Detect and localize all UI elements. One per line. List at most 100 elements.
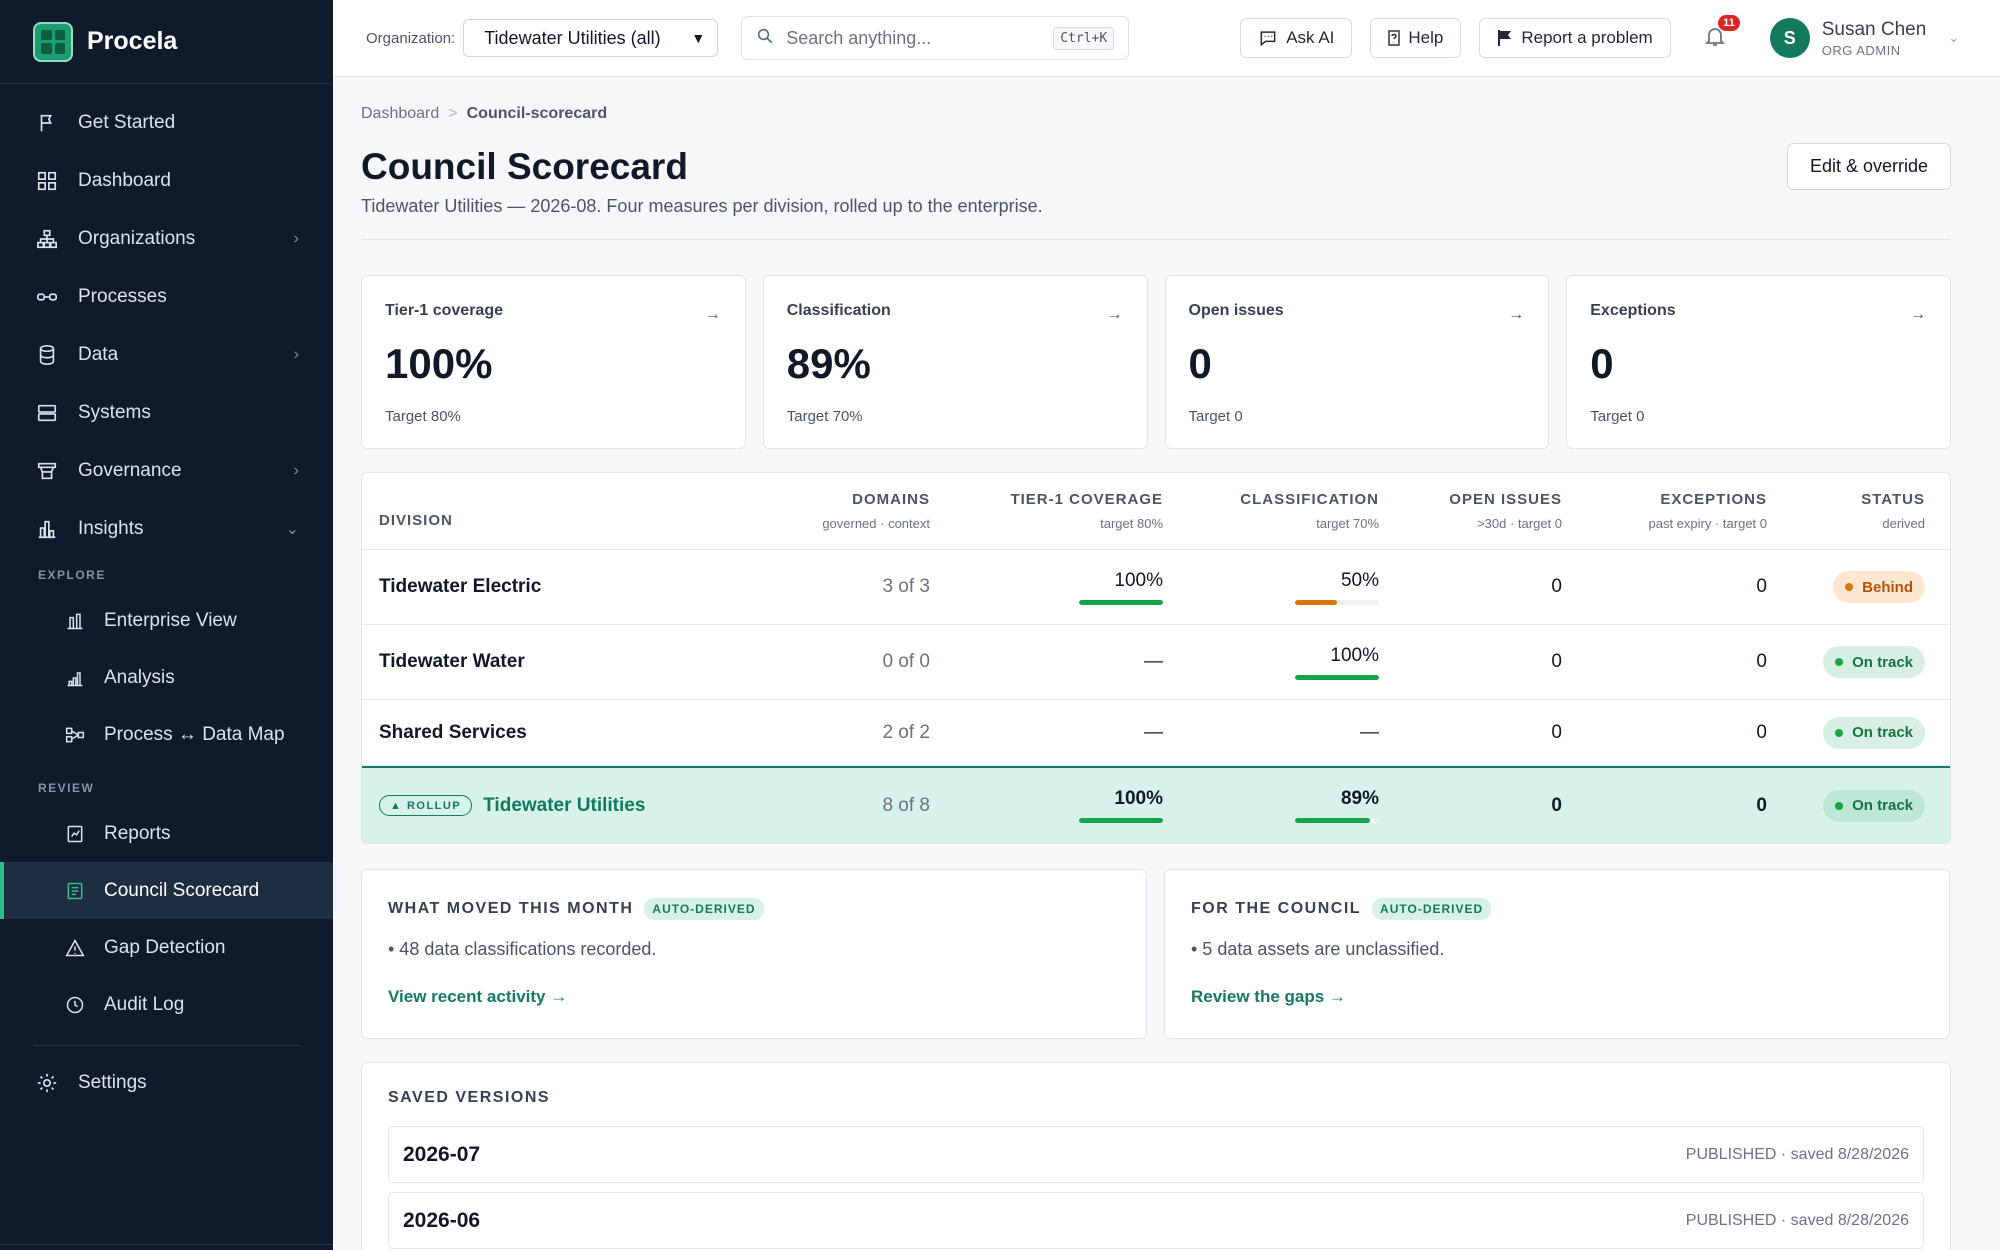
card-text: • 48 data classifications recorded. [388,939,657,959]
sidebar-item-settings[interactable]: Settings [0,1054,333,1112]
kpi-target: Target 80% [385,408,461,425]
kpi-value: 0 [1188,340,1212,387]
auto-derived-badge: AUTO-DERIVED [644,898,764,920]
arrow-right-icon: → [1910,306,1926,323]
status-dot [1845,583,1854,591]
sidebar-item-process-data-map[interactable]: Process ↔ Data Map [0,706,333,763]
sidebar-item-insights[interactable]: Insights ⌄ [0,500,333,558]
warning-icon [64,937,86,959]
kpi-target: Target 70% [786,408,863,425]
breadcrumb: Dashboard > Council-scorecard [361,105,1951,123]
breadcrumb-dashboard[interactable]: Dashboard [361,105,440,122]
brand[interactable]: Procela [0,0,333,84]
breadcrumb-separator: > [448,105,458,122]
help-button[interactable]: Help [1370,18,1462,58]
status-badge: Behind [1833,571,1925,603]
column-header-open-issues[interactable]: OPEN ISSUES >30d · target 0 [1379,473,1562,549]
sidebar-item-dashboard[interactable]: Dashboard [0,152,333,210]
sidebar-item-organizations[interactable]: Organizations › [0,210,333,268]
sidebar-item-get-started[interactable]: Get Started [0,94,333,152]
rollup-row[interactable]: ▲ ROLLUP Tidewater Utilities 8 of 8 100%… [362,766,1950,843]
report-problem-label: Report a problem [1521,28,1653,47]
status-label: On track [1852,724,1913,741]
tier1-value: — [1144,721,1163,743]
version-row[interactable]: 2026-06 PUBLISHED · saved 8/28/2026 [388,1192,1924,1249]
table-row[interactable]: Tidewater Electric 3 of 3 100% 50% 0 0 B… [362,550,1950,625]
arrow-right-icon: → [1508,306,1525,323]
open-issues-cell: 0 [1551,576,1562,597]
review-gaps-link[interactable]: Review the gaps → [1191,987,1346,1006]
sidebar-item-analysis[interactable]: Analysis [0,649,333,706]
kpi-target: Target 0 [1188,408,1243,425]
notifications-button[interactable]: 11 [1700,15,1740,53]
column-header-domains[interactable]: DOMAINS governed · context [755,473,930,549]
tier1-value: 100% [1114,569,1163,591]
column-header-exceptions[interactable]: EXCEPTIONS past expiry · target 0 [1562,473,1768,549]
kpi-label: Classification [786,302,891,319]
edit-override-button[interactable]: Edit & override [1786,143,1951,190]
column-header-division[interactable]: DIVISION [362,473,755,549]
chevron-down-icon: ▼ [691,30,706,46]
kpi-card-classification[interactable]: Classification → 89% Target 70% [762,275,1148,449]
kpi-value: 0 [1590,340,1614,387]
flag-icon [35,111,59,135]
domains-cell: 8 of 8 [882,794,930,816]
gear-icon [35,1071,59,1095]
sidebar-item-data[interactable]: Data › [0,326,333,384]
sidebar-item-enterprise-view[interactable]: Enterprise View [0,592,333,649]
database-icon [35,343,59,367]
domains-cell: 3 of 3 [882,576,930,597]
header-label: CLASSIFICATION [1240,491,1379,508]
sidebar-footer [0,1244,333,1250]
report-problem-button[interactable]: Report a problem [1479,18,1671,58]
kpi-card-open-issues[interactable]: Open issues → 0 Target 0 [1164,275,1550,449]
sidebar-item-label: Analysis [104,666,175,688]
kpi-card-exceptions[interactable]: Exceptions → 0 Target 0 [1566,275,1951,449]
kpi-label: Exceptions [1590,302,1676,319]
what-moved-card: WHAT MOVED THIS MONTH AUTO-DERIVED • 48 … [361,869,1147,1039]
version-row[interactable]: 2026-07 PUBLISHED · saved 8/28/2026 [388,1126,1924,1183]
exceptions-cell: 0 [1756,651,1767,672]
search-icon [756,27,774,50]
exceptions-cell: 0 [1756,576,1767,597]
breadcrumb-current: Council-scorecard [466,105,608,122]
kpi-label: Open issues [1188,302,1284,319]
column-header-status[interactable]: STATUS derived [1767,473,1942,549]
sidebar-item-label: Processes [78,286,167,307]
header-label: EXCEPTIONS [1660,491,1767,508]
kpi-card-tier1-coverage[interactable]: Tier-1 coverage → 100% Target 80% [361,275,746,449]
view-recent-activity-link[interactable]: View recent activity → [388,987,568,1006]
open-issues-cell: 0 [1551,794,1562,816]
sidebar-item-gap-detection[interactable]: Gap Detection [0,919,333,976]
search-input[interactable]: Search anything... Ctrl+K [741,16,1130,60]
open-issues-cell: 0 [1551,721,1562,743]
column-header-classification[interactable]: CLASSIFICATION target 70% [1163,473,1379,549]
division-name[interactable]: Tidewater Utilities [483,794,646,816]
org-select-value: Tidewater Utilities (all) [484,27,661,48]
sidebar-item-governance[interactable]: Governance › [0,442,333,500]
sidebar-item-processes[interactable]: Processes [0,268,333,326]
sidebar-item-systems[interactable]: Systems [0,384,333,442]
sidebar-item-label: Systems [78,402,151,423]
status-dot [1835,801,1844,810]
status-label: Behind [1862,578,1913,596]
progress-bar [1079,818,1163,823]
sidebar-item-audit-log[interactable]: Audit Log [0,976,333,1033]
org-select[interactable]: Tidewater Utilities (all) ▼ [463,19,719,57]
progress-bar [1295,674,1379,680]
header-sublabel: target 80% [1100,516,1163,531]
column-header-tier1[interactable]: TIER-1 COVERAGE target 80% [930,473,1163,549]
sidebar-item-council-scorecard[interactable]: Council Scorecard [0,862,333,919]
sidebar-item-reports[interactable]: Reports [0,805,333,862]
progress-fill [1295,818,1370,823]
open-issues-cell: 0 [1551,651,1562,672]
user-menu[interactable]: S Susan Chen ORG ADMIN ⌄ [1769,18,1959,58]
division-name: Shared Services [379,721,527,743]
table-row[interactable]: Tidewater Water 0 of 0 — 100% 0 0 On tra… [362,625,1950,700]
table-row[interactable]: Shared Services 2 of 2 — — 0 0 On track [362,700,1950,766]
ask-ai-button[interactable]: Ask AI [1240,18,1353,58]
bell-icon [1703,24,1727,53]
kpi-label: Tier-1 coverage [385,302,503,319]
chevron-right-icon: › [293,230,299,247]
kpi-cards: Tier-1 coverage → 100% Target 80% Classi… [361,275,1951,449]
